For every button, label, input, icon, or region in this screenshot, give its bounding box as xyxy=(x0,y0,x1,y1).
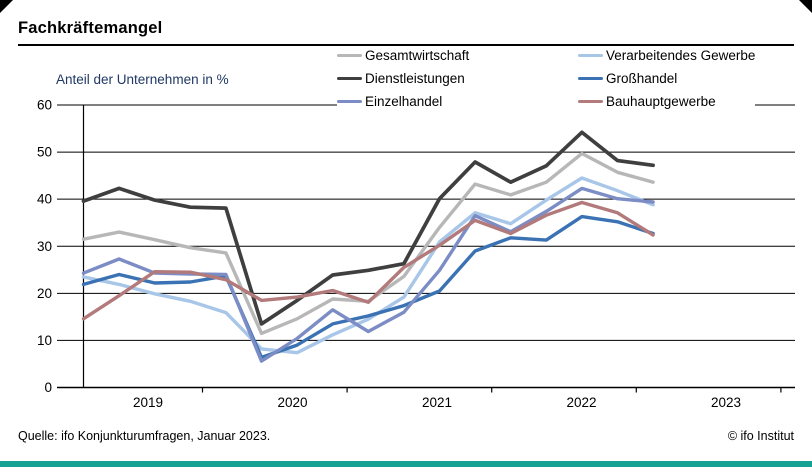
legend-item-gro-handel: Großhandel xyxy=(578,71,755,86)
legend-swatch-icon xyxy=(578,53,603,58)
footer-source: Quelle: ifo Konjunkturumfragen, Januar 2… xyxy=(18,429,271,443)
legend-label: Verarbeitendes Gewerbe xyxy=(606,48,756,63)
y-tick-label: 0 xyxy=(44,380,52,395)
legend-swatch-icon xyxy=(337,53,362,58)
legend-item-bauhauptgewerbe: Bauhauptgewerbe xyxy=(578,94,755,109)
legend: Gesamtwirtschaft Verarbeitendes Gewerbe Di… xyxy=(337,48,756,111)
legend-label: Dienstleistungen xyxy=(365,71,465,86)
y-tick-label: 10 xyxy=(37,333,52,348)
y-tick-label: 20 xyxy=(37,286,52,301)
x-year-label: 2022 xyxy=(566,395,596,410)
legend-swatch-icon xyxy=(578,99,603,104)
legend-label: Großhandel xyxy=(606,71,678,86)
series-line-einzelhandel xyxy=(81,186,655,363)
bottom-accent-bar xyxy=(0,461,812,467)
x-year-label: 2020 xyxy=(277,395,307,410)
legend-item-gesamtwirtschaft: Gesamtwirtschaft xyxy=(337,48,578,63)
legend-label: Einzelhandel xyxy=(365,94,443,109)
series-line-bauhauptgewerbe xyxy=(81,200,655,321)
legend-swatch-icon xyxy=(337,99,362,104)
x-year-label: 2021 xyxy=(422,395,452,410)
chart-subtitle: Anteil der Unternehmen in % xyxy=(56,72,229,87)
footer-copyright: © ifo Institut xyxy=(727,429,794,443)
series-line-gro-handel xyxy=(81,214,655,360)
legend-item-dienstleistungen: Dienstleistungen xyxy=(337,71,578,86)
x-year-label: 2023 xyxy=(711,395,741,410)
x-year-label: 2019 xyxy=(133,395,163,410)
y-tick-label: 50 xyxy=(37,145,52,160)
y-tick-label: 30 xyxy=(37,239,52,254)
series-line-dienstleistungen xyxy=(81,130,655,326)
y-tick-label: 60 xyxy=(37,98,52,113)
legend-label: Bauhauptgewerbe xyxy=(606,94,716,109)
page-title: Fachkräftemangel xyxy=(18,19,163,37)
series-line-verarbeitendes-gewerbe xyxy=(81,176,655,355)
series-line-gesamtwirtschaft xyxy=(81,151,655,336)
legend-label: Gesamtwirtschaft xyxy=(365,48,470,63)
legend-item-verarbeitendes-gewerbe: Verarbeitendes Gewerbe xyxy=(578,48,755,63)
y-tick-label: 40 xyxy=(37,192,52,207)
title-rule xyxy=(18,44,794,46)
legend-swatch-icon xyxy=(337,76,362,81)
legend-swatch-icon xyxy=(578,76,603,81)
legend-item-einzelhandel: Einzelhandel xyxy=(337,94,578,109)
